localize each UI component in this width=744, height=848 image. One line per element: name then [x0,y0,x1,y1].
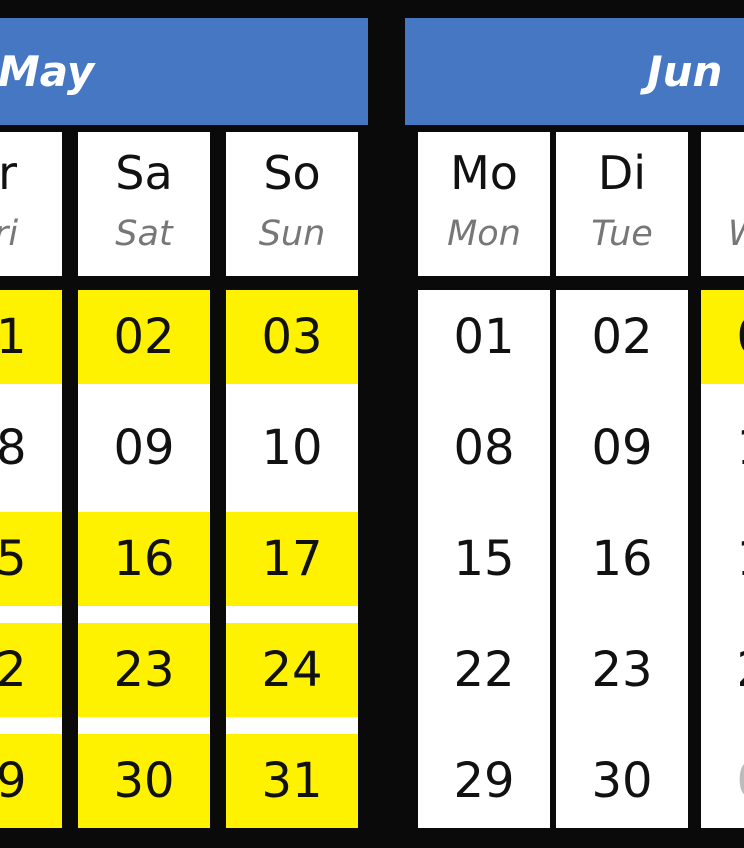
weekday-long: Sat [115,214,173,254]
day-cell: 24 [226,623,358,717]
day-cell: 02 [78,290,210,384]
weekday-header: So Sun [226,132,358,276]
weekday-short: Di [597,146,647,200]
day-cell: 22 [453,642,515,698]
day-cell: 22 [0,623,62,717]
weekday-long: Wed [701,214,744,254]
day-cell: 29 [453,753,515,809]
weekday-long: Fri [0,214,19,254]
weekday-header: Fr Fri [0,132,62,276]
day-cell: 15 [453,531,515,587]
day-cell: 16 [78,512,210,606]
day-cell: 23 [591,642,653,698]
weekday-long: Sun [258,214,326,254]
month-header: Jun [405,18,744,125]
day-cell: 01 [453,309,515,365]
day-cell: 24 [701,623,744,717]
month-header: May [0,18,368,125]
weekday-header: Di Tue [556,132,688,276]
day-cell: 08 [453,420,515,476]
day-cell: 30 [591,753,653,809]
day-column: 03 10 17 24 01 [701,290,744,828]
day-cell: 15 [0,512,62,606]
day-cell: 09 [113,420,175,476]
day-cell: 09 [591,420,653,476]
day-column: 02 09 16 23 30 [556,290,688,828]
day-column: 01 08 15 22 29 [0,290,62,828]
month-panel: Jun Mo Mon 01 08 15 22 29 Di Tue 02 09 16 23 30 Mi Wed 03… [405,0,744,848]
day-column: 01 08 15 22 29 [418,290,550,828]
day-cell: 16 [591,531,653,587]
day-cell: 03 [226,290,358,384]
weekday-long: Tue [591,214,653,254]
day-column: 02 09 16 23 30 [78,290,210,828]
day-column: 03 10 17 24 31 [226,290,358,828]
weekday-short: Mo [450,146,518,200]
month-name: May [0,47,95,96]
weekday-short: Fr [0,146,18,200]
month-name: Jun [647,47,723,96]
day-cell: 02 [591,309,653,365]
day-cell: 17 [226,512,358,606]
day-cell: 01 [701,734,744,828]
weekday-short: Sa [115,146,173,200]
weekday-header: Mi Wed [701,132,744,276]
day-cell: 03 [701,290,744,384]
day-cell: 10 [261,420,323,476]
day-cell: 01 [0,290,62,384]
day-cell: 23 [78,623,210,717]
day-cell: 31 [226,734,358,828]
weekday-header: Sa Sat [78,132,210,276]
weekday-long: Mon [447,214,521,254]
day-cell: 08 [0,420,27,476]
weekday-header: Mo Mon [418,132,550,276]
day-cell: 30 [78,734,210,828]
weekday-short: So [263,146,321,200]
month-panel: May Fr Fri 01 08 15 22 29 Sa Sat 02 09 16 23 30 So Sun 03… [0,0,368,848]
day-cell: 17 [701,512,744,606]
day-cell: 29 [0,734,62,828]
day-cell: 10 [701,401,744,495]
weekday-short: Mi [701,146,744,200]
